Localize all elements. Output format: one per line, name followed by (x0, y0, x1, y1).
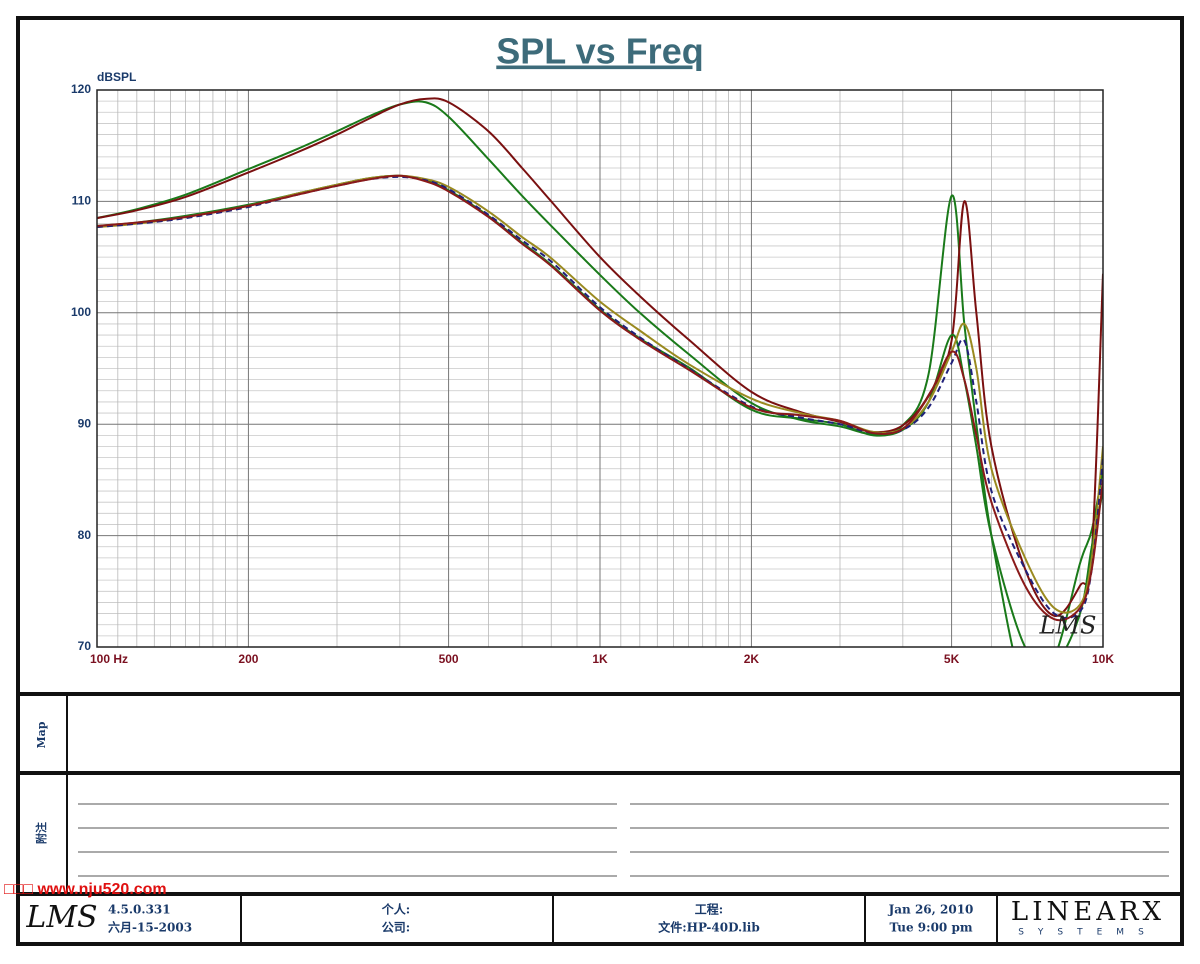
chart-title: SPL vs Freq (496, 31, 703, 72)
sheet-border (16, 16, 1184, 946)
watermark: □□□ www.nju520.com (4, 881, 167, 898)
plot-logo: LMS (1039, 612, 1097, 640)
spl-curve (97, 174, 1103, 622)
spl-curve (97, 97, 1103, 617)
y-tick-label: 100 (71, 305, 91, 319)
grid (96, 89, 1104, 648)
x-tick-label: 2K (744, 652, 760, 666)
x-tick-label: 5K (944, 652, 960, 666)
x-tick-label: 100 Hz (90, 652, 128, 666)
file: 文件:HP-40D.lib (658, 920, 759, 935)
map-label: Map (35, 721, 48, 748)
person: 个人: (381, 902, 410, 917)
x-tick-label: 10K (1092, 652, 1114, 666)
company: 公司: (382, 921, 410, 935)
brand-sub: SYSTEMS (1018, 928, 1158, 938)
footer-logo: LMS (25, 900, 97, 935)
y-tick-label: 70 (78, 639, 92, 653)
version-date: 六月-15-2003 (108, 920, 192, 935)
spl-curve (97, 100, 1103, 647)
y-tick-label: 90 (78, 416, 92, 430)
spl-curve (97, 175, 1103, 619)
project: 工程: (695, 902, 723, 917)
date: Jan 26, 2010 (888, 903, 974, 917)
note-lines (78, 803, 1169, 877)
x-tick-label: 500 (439, 652, 459, 666)
x-tick-label: 1K (592, 652, 608, 666)
spl-curve (97, 174, 1103, 614)
curves (97, 97, 1103, 647)
notes-label: 附注 (34, 822, 48, 844)
y-tick-label: 110 (72, 194, 92, 208)
time: Tue 9:00 pm (889, 921, 972, 935)
y-tick-label: 80 (78, 528, 92, 542)
version: 4.5.0.331 (108, 903, 171, 917)
x-tick-label: 200 (238, 652, 258, 666)
brand: LINEARX (1011, 897, 1165, 927)
y-axis-label: dBSPL (97, 70, 136, 84)
plot-frame (96, 89, 1104, 648)
y-tick-label: 120 (71, 82, 91, 96)
